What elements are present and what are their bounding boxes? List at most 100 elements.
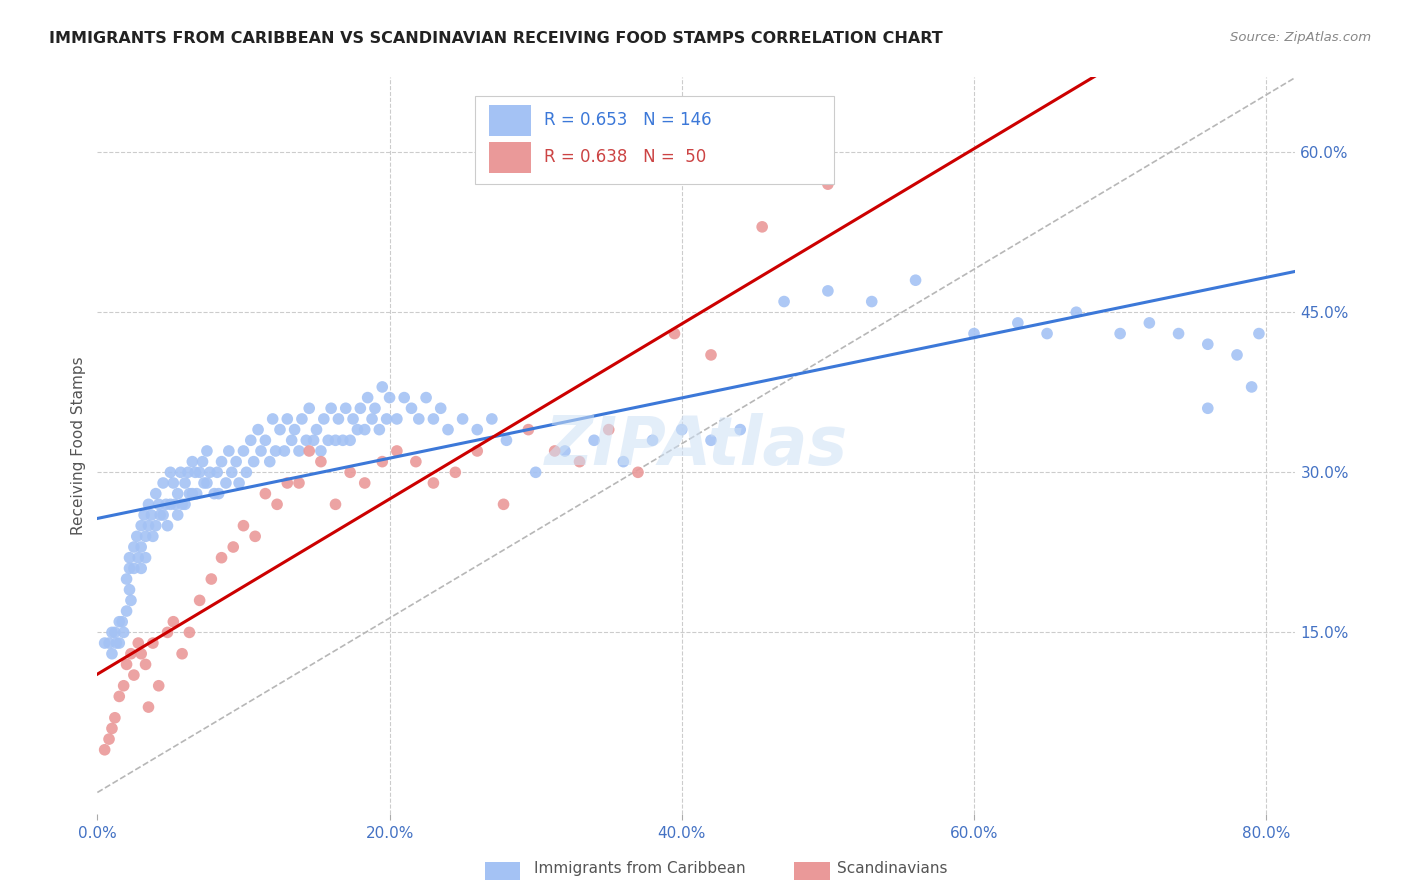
Point [93,743,115,757]
Point [700,348,723,362]
Point [122,668,145,682]
Point [125,529,148,543]
Point [1137,316,1160,330]
Point [401,401,423,416]
FancyBboxPatch shape [489,142,531,173]
Point [166,508,188,522]
Point [356,391,378,405]
Point [242,455,264,469]
Point [200,572,222,586]
Point [108,615,131,629]
Point [221,465,243,479]
FancyBboxPatch shape [489,105,531,136]
Point [120,647,142,661]
Point [495,434,517,448]
Point [108,690,131,704]
Point [361,412,384,426]
Point [353,423,375,437]
Point [284,423,307,437]
Point [159,497,181,511]
Point [98,636,121,650]
Point [142,636,165,650]
Point [598,423,620,437]
Point [129,561,152,575]
Point [1064,305,1087,319]
Point [207,486,229,500]
Point [321,401,343,416]
Point [664,326,686,341]
Point [172,497,194,511]
Point [98,732,121,747]
Text: IMMIGRANTS FROM CARIBBEAN VS SCANDINAVIAN RECEIVING FOOD STAMPS CORRELATION CHAR: IMMIGRANTS FROM CARIBBEAN VS SCANDINAVIA… [49,31,943,46]
Point [1007,316,1029,330]
Point [371,455,394,469]
Point [328,412,350,426]
Point [437,423,460,437]
Point [583,434,606,448]
Point [93,636,115,650]
Point [179,486,201,500]
Point [1197,401,1219,416]
Point [115,604,138,618]
Point [332,434,354,448]
Point [156,518,179,533]
Point [309,444,332,458]
Point [247,423,270,437]
Point [353,475,375,490]
Point [262,412,284,426]
Point [188,465,211,479]
Point [444,465,467,479]
Point [132,508,155,522]
Point [339,465,361,479]
Point [215,475,238,490]
Point [115,657,138,672]
Point [451,412,474,426]
Point [544,444,567,458]
Point [751,219,773,234]
Point [188,593,211,607]
Point [264,444,287,458]
Point [156,625,179,640]
Point [138,518,160,533]
Point [405,455,427,469]
Point [111,615,134,629]
Point [112,679,135,693]
Point [205,465,228,479]
Point [162,615,184,629]
Point [138,497,160,511]
FancyBboxPatch shape [475,95,834,185]
Point [280,434,302,448]
Point [127,636,149,650]
Point [218,444,240,458]
Point [174,497,197,511]
Point [135,550,157,565]
Point [179,625,201,640]
Point [129,540,152,554]
Point [860,294,883,309]
Point [375,412,398,426]
Point [309,455,332,469]
Point [422,412,444,426]
Point [211,550,233,565]
Point [368,423,391,437]
Point [298,401,321,416]
Point [700,434,723,448]
Point [339,434,361,448]
Point [627,465,650,479]
Point [149,508,172,522]
Point [316,434,339,448]
Point [325,497,347,511]
Point [342,412,364,426]
Point [269,423,291,437]
Point [222,540,245,554]
Point [291,412,314,426]
Point [288,475,311,490]
Point [162,475,184,490]
Point [288,444,311,458]
Text: Immigrants from Caribbean: Immigrants from Caribbean [534,861,747,876]
Point [184,465,207,479]
Point [174,475,197,490]
Point [1197,337,1219,351]
Point [1036,326,1059,341]
Point [325,434,347,448]
